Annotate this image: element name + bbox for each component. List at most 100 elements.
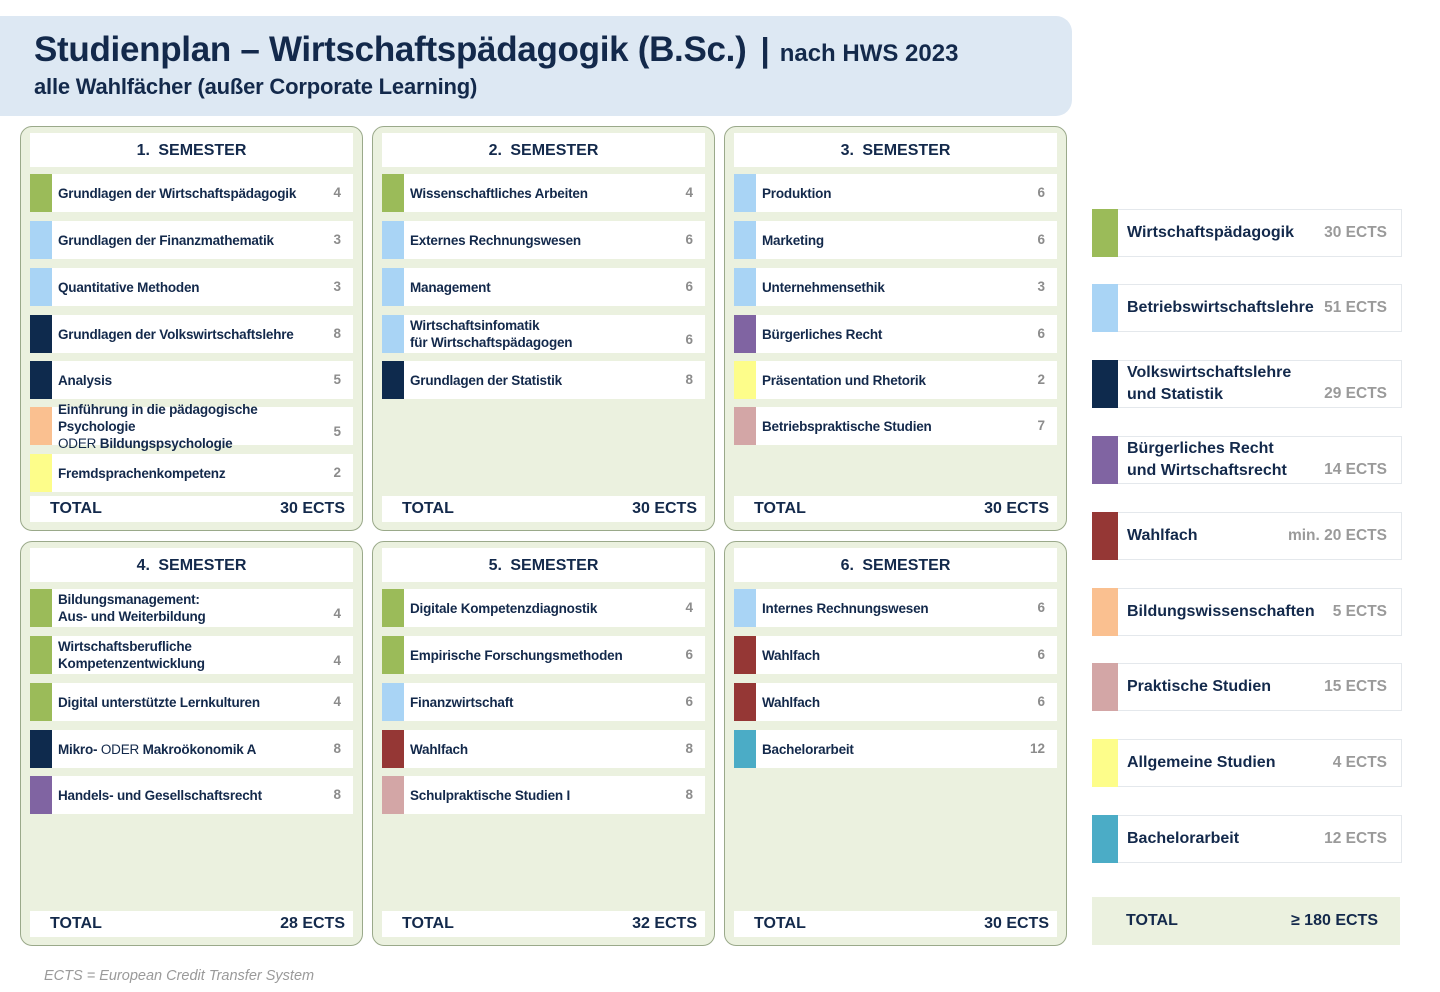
course-name-tail: Makroökonomik A [142,741,257,757]
course-name-text2: Aus- und Weiterbildung [58,609,206,624]
course-row: Präsentation und Rhetorik 2 [734,361,1057,399]
legend-item: Wahlfach min. 20 ECTS [1092,512,1402,560]
course-name-line: Unternehmensethik [762,279,1022,296]
legend-ects: 12 ECTS [1324,830,1387,847]
category-swatch [30,361,52,399]
course-name: Grundlagen der Finanzmathematik [58,221,318,259]
semester-heading: 5. SEMESTER [382,548,705,582]
course-row: Fremdsprachenkompetenz 2 [30,454,353,492]
course-name: Einführung in die pädagogische Psycholog… [58,402,318,451]
course-row: Produktion 6 [734,174,1057,212]
semester-grid: 1. SEMESTER Grundlagen der Wirtschaftspäd… [20,126,1068,948]
course-ects: 3 [333,232,341,247]
course-ects: 6 [1037,326,1045,341]
course-row: Wahlfach 6 [734,683,1057,721]
semester-total-label: TOTAL [754,500,806,517]
semester-card-5: 5. SEMESTER Digitale Kompetenzdiagnostik 4… [372,541,715,946]
semester-total-value: 30 ECTS [984,500,1049,517]
legend-name-line: Wahlfach [1127,527,1198,544]
legend-name-line: Praktische Studien [1127,678,1272,695]
course-row: Mikro- ODER Makroökonomik A 8 [30,730,353,768]
course-ects: 6 [685,279,693,294]
course-row: Management 6 [382,268,705,306]
legend-item: Wirtschaftspädagogik 30 ECTS [1092,209,1402,257]
course-row: Wahlfach 8 [382,730,705,768]
course-name-line: Internes Rechnungswesen [762,600,1022,617]
course-name-text: Präsentation und Rhetorik [762,372,926,388]
course-row: Bachelorarbeit 12 [734,730,1057,768]
course-name-line: Wahlfach [762,694,1022,711]
course-name: Empirische Forschungsmethoden [410,636,670,674]
legend-name: Allgemeine Studien [1127,740,1327,786]
category-swatch [382,776,404,814]
course-ects: 8 [333,787,341,802]
course-row: Quantitative Methoden 3 [30,268,353,306]
course-name-oder: ODER [58,435,97,451]
course-name-line: Externes Rechnungswesen [410,232,670,249]
course-name-text: Schulpraktische Studien I [410,787,571,803]
legend-item: Bürgerliches Recht und Wirtschaftsrecht 14… [1092,436,1402,484]
course-name: Wahlfach [762,636,1022,674]
course-name-text: Quantitative Methoden [58,279,200,295]
category-swatch [30,683,52,721]
header-banner: Studienplan – Wirtschaftspädagogik (B.Sc… [0,16,1072,116]
legend-name-line2: und Statistik [1127,386,1224,403]
category-swatch [30,776,52,814]
semester-card-1: 1. SEMESTER Grundlagen der Wirtschaftspäd… [20,126,363,531]
course-name: Bürgerliches Recht [762,315,1022,353]
semester-heading: 4. SEMESTER [30,548,353,582]
course-name-line: Wirtschaftsinfomatik [410,317,670,334]
course-ects: 6 [1037,694,1045,709]
course-row: Marketing 6 [734,221,1057,259]
course-ects: 8 [333,326,341,341]
category-swatch [734,407,756,445]
course-name: Präsentation und Rhetorik [762,361,1022,399]
course-ects: 4 [685,600,693,615]
legend-name: Wirtschaftspädagogik [1127,210,1327,256]
course-row: Wahlfach 6 [734,636,1057,674]
legend-name-line: Wirtschaftspädagogik [1127,224,1294,241]
course-row: Grundlagen der Volkswirtschaftslehre 8 [30,315,353,353]
course-name: Digitale Kompetenzdiagnostik [410,589,670,627]
course-row: Externes Rechnungswesen 6 [382,221,705,259]
course-ects: 6 [685,647,693,662]
semester-heading: 2. SEMESTER [382,133,705,167]
category-swatch [382,636,404,674]
course-ects: 5 [333,372,341,387]
course-ects: 7 [1037,418,1045,433]
semester-total-label: TOTAL [402,915,454,932]
legend-swatch [1092,360,1118,408]
course-name-text: Digital unterstützte Lernkulturen [58,694,260,710]
course-row: Bürgerliches Recht 6 [734,315,1057,353]
course-name-text: Internes Rechnungswesen [762,600,929,616]
legend-swatch [1092,209,1118,257]
course-name: Fremdsprachenkompetenz [58,454,318,492]
course-name: Unternehmensethik [762,268,1022,306]
category-swatch [30,221,52,259]
course-ects: 6 [685,694,693,709]
course-row: Grundlagen der Wirtschaftspädagogik 4 [30,174,353,212]
semester-total-label: TOTAL [50,500,102,517]
course-row: Internes Rechnungswesen 6 [734,589,1057,627]
category-swatch [734,174,756,212]
legend-ects: 14 ECTS [1324,461,1387,478]
legend-swatch [1092,815,1118,863]
course-name-line: Bildungsmanagement: [58,591,318,608]
course-name-text: Einführung in die pädagogische Psycholog… [58,401,258,434]
course-name-line: Bachelorarbeit [762,741,1022,758]
course-name: Grundlagen der Volkswirtschaftslehre [58,315,318,353]
semester-total-value: 30 ECTS [632,500,697,517]
category-swatch [382,268,404,306]
legend-item: Praktische Studien 15 ECTS [1092,663,1402,711]
course-name-text: Grundlagen der Finanzmathematik [58,232,274,248]
legend-swatch [1092,436,1118,484]
course-name: Mikro- ODER Makroökonomik A [58,730,318,768]
course-name: Schulpraktische Studien I [410,776,670,814]
semester-heading: 6. SEMESTER [734,548,1057,582]
course-row: Grundlagen der Finanzmathematik 3 [30,221,353,259]
legend-name: Betriebswirtschaftslehre [1127,285,1327,331]
course-name-line: Grundlagen der Statistik [410,372,670,389]
course-row: Empirische Forschungsmethoden 6 [382,636,705,674]
semester-card-3: 3. SEMESTER Produktion 6 Marketing 6 Unterneh… [724,126,1067,531]
course-name-line2: Aus- und Weiterbildung [58,608,318,625]
